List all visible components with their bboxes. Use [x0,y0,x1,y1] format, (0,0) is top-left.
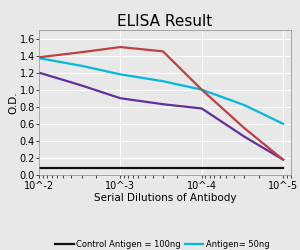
Legend: Control Antigen = 100ng, Antigen= 10ng, Antigen= 50ng, Antigen= 100ng: Control Antigen = 100ng, Antigen= 10ng, … [55,240,275,250]
Antigen= 100ng [80,51,83,54]
Antigen= 10ng [80,84,83,87]
Control Antigen = 100ng [118,167,122,170]
Antigen= 50ng [242,104,246,106]
Antigen= 100ng [37,56,41,59]
Title: ELISA Result: ELISA Result [117,14,213,29]
Control Antigen = 100ng [37,167,41,170]
Control Antigen = 100ng [281,167,285,170]
Antigen= 10ng [242,135,246,138]
Antigen= 10ng [200,107,203,110]
Antigen= 50ng [118,73,122,76]
X-axis label: Serial Dilutions of Antibody: Serial Dilutions of Antibody [94,193,236,203]
Antigen= 50ng [80,64,83,67]
Antigen= 100ng [281,158,285,161]
Antigen= 50ng [200,88,203,91]
Antigen= 100ng [242,126,246,130]
Y-axis label: O.D.: O.D. [8,91,18,114]
Antigen= 10ng [118,97,122,100]
Antigen= 50ng [37,57,41,60]
Antigen= 10ng [281,158,285,161]
Antigen= 10ng [161,103,165,106]
Antigen= 50ng [281,122,285,125]
Antigen= 50ng [161,80,165,83]
Control Antigen = 100ng [200,167,203,170]
Antigen= 100ng [200,88,203,91]
Line: Antigen= 10ng: Antigen= 10ng [39,73,283,160]
Line: Antigen= 100ng: Antigen= 100ng [39,47,283,160]
Line: Antigen= 50ng: Antigen= 50ng [39,58,283,124]
Antigen= 100ng [161,50,165,53]
Antigen= 10ng [37,71,41,74]
Antigen= 100ng [118,46,122,48]
